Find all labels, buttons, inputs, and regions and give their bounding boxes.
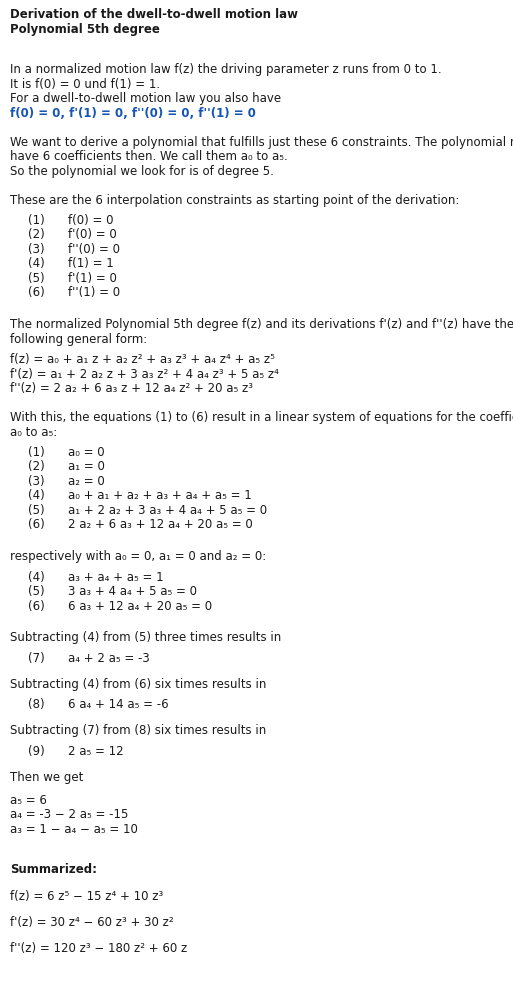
- Text: a₁ + 2 a₂ + 3 a₃ + 4 a₄ + 5 a₅ = 0: a₁ + 2 a₂ + 3 a₃ + 4 a₄ + 5 a₅ = 0: [68, 504, 267, 517]
- Text: (6): (6): [28, 519, 45, 532]
- Text: f(0) = 0, f'(1) = 0, f''(0) = 0, f''(1) = 0: f(0) = 0, f'(1) = 0, f''(0) = 0, f''(1) …: [10, 107, 256, 120]
- Text: It is f(0) = 0 und f(1) = 1.: It is f(0) = 0 und f(1) = 1.: [10, 78, 160, 91]
- Text: a₄ + 2 a₅ = -3: a₄ + 2 a₅ = -3: [68, 652, 150, 665]
- Text: 6 a₄ + 14 a₅ = -6: 6 a₄ + 14 a₅ = -6: [68, 698, 169, 711]
- Text: (9): (9): [28, 744, 45, 757]
- Text: Then we get: Then we get: [10, 770, 84, 783]
- Text: f'(0) = 0: f'(0) = 0: [68, 229, 117, 242]
- Text: Summarized:: Summarized:: [10, 863, 97, 876]
- Text: a₀ + a₁ + a₂ + a₃ + a₄ + a₅ = 1: a₀ + a₁ + a₂ + a₃ + a₄ + a₅ = 1: [68, 489, 252, 502]
- Text: (6): (6): [28, 286, 45, 299]
- Text: In a normalized motion law f(z) the driving parameter z runs from 0 to 1.: In a normalized motion law f(z) the driv…: [10, 63, 442, 77]
- Text: f(z) = 6 z⁵ − 15 z⁴ + 10 z³: f(z) = 6 z⁵ − 15 z⁴ + 10 z³: [10, 889, 163, 902]
- Text: 3 a₃ + 4 a₄ + 5 a₅ = 0: 3 a₃ + 4 a₄ + 5 a₅ = 0: [68, 585, 197, 598]
- Text: For a dwell-to-dwell motion law you also have: For a dwell-to-dwell motion law you also…: [10, 92, 281, 105]
- Text: (4): (4): [28, 258, 45, 271]
- Text: (2): (2): [28, 460, 45, 473]
- Text: With this, the equations (1) to (6) result in a linear system of equations for t: With this, the equations (1) to (6) resu…: [10, 411, 513, 424]
- Text: (5): (5): [28, 272, 45, 285]
- Text: So the polynomial we look for is of degree 5.: So the polynomial we look for is of degr…: [10, 164, 274, 177]
- Text: Polynomial 5th degree: Polynomial 5th degree: [10, 22, 160, 35]
- Text: a₅ = 6: a₅ = 6: [10, 794, 47, 807]
- Text: Derivation of the dwell-to-dwell motion law: Derivation of the dwell-to-dwell motion …: [10, 8, 298, 21]
- Text: f''(1) = 0: f''(1) = 0: [68, 286, 120, 299]
- Text: (3): (3): [28, 475, 45, 488]
- Text: (4): (4): [28, 489, 45, 502]
- Text: Subtracting (7) from (8) six times results in: Subtracting (7) from (8) six times resul…: [10, 724, 266, 737]
- Text: f'(1) = 0: f'(1) = 0: [68, 272, 117, 285]
- Text: a₃ + a₄ + a₅ = 1: a₃ + a₄ + a₅ = 1: [68, 571, 164, 584]
- Text: (6): (6): [28, 599, 45, 612]
- Text: f''(z) = 120 z³ − 180 z² + 60 z: f''(z) = 120 z³ − 180 z² + 60 z: [10, 942, 187, 955]
- Text: 2 a₅ = 12: 2 a₅ = 12: [68, 744, 124, 757]
- Text: (2): (2): [28, 229, 45, 242]
- Text: a₃ = 1 − a₄ − a₅ = 10: a₃ = 1 − a₄ − a₅ = 10: [10, 823, 138, 836]
- Text: f(0) = 0: f(0) = 0: [68, 213, 113, 227]
- Text: 2 a₂ + 6 a₃ + 12 a₄ + 20 a₅ = 0: 2 a₂ + 6 a₃ + 12 a₄ + 20 a₅ = 0: [68, 519, 253, 532]
- Text: f'(z) = a₁ + 2 a₂ z + 3 a₃ z² + 4 a₄ z³ + 5 a₅ z⁴: f'(z) = a₁ + 2 a₂ z + 3 a₃ z² + 4 a₄ z³ …: [10, 368, 279, 381]
- Text: a₁ = 0: a₁ = 0: [68, 460, 105, 473]
- Text: f(1) = 1: f(1) = 1: [68, 258, 114, 271]
- Text: a₂ = 0: a₂ = 0: [68, 475, 105, 488]
- Text: 6 a₃ + 12 a₄ + 20 a₅ = 0: 6 a₃ + 12 a₄ + 20 a₅ = 0: [68, 599, 212, 612]
- Text: following general form:: following general form:: [10, 332, 147, 345]
- Text: Subtracting (4) from (5) three times results in: Subtracting (4) from (5) three times res…: [10, 631, 281, 644]
- Text: have 6 coefficients then. We call them a₀ to a₅.: have 6 coefficients then. We call them a…: [10, 150, 288, 163]
- Text: (5): (5): [28, 585, 45, 598]
- Text: Subtracting (4) from (6) six times results in: Subtracting (4) from (6) six times resul…: [10, 678, 266, 691]
- Text: f(z) = a₀ + a₁ z + a₂ z² + a₃ z³ + a₄ z⁴ + a₅ z⁵: f(z) = a₀ + a₁ z + a₂ z² + a₃ z³ + a₄ z⁴…: [10, 353, 275, 367]
- Text: We want to derive a polynomial that fulfills just these 6 constraints. The polyn: We want to derive a polynomial that fulf…: [10, 136, 513, 149]
- Text: The normalized Polynomial 5th degree f(z) and its derivations f'(z) and f''(z) h: The normalized Polynomial 5th degree f(z…: [10, 318, 513, 331]
- Text: (5): (5): [28, 504, 45, 517]
- Text: (4): (4): [28, 571, 45, 584]
- Text: f''(0) = 0: f''(0) = 0: [68, 243, 120, 256]
- Text: a₄ = -3 − 2 a₅ = -15: a₄ = -3 − 2 a₅ = -15: [10, 809, 128, 822]
- Text: (1): (1): [28, 446, 45, 459]
- Text: a₀ = 0: a₀ = 0: [68, 446, 105, 459]
- Text: f'(z) = 30 z⁴ − 60 z³ + 30 z²: f'(z) = 30 z⁴ − 60 z³ + 30 z²: [10, 915, 173, 928]
- Text: (7): (7): [28, 652, 45, 665]
- Text: respectively with a₀ = 0, a₁ = 0 and a₂ = 0:: respectively with a₀ = 0, a₁ = 0 and a₂ …: [10, 550, 266, 563]
- Text: (8): (8): [28, 698, 45, 711]
- Text: f''(z) = 2 a₂ + 6 a₃ z + 12 a₄ z² + 20 a₅ z³: f''(z) = 2 a₂ + 6 a₃ z + 12 a₄ z² + 20 a…: [10, 382, 253, 395]
- Text: These are the 6 interpolation constraints as starting point of the derivation:: These are the 6 interpolation constraint…: [10, 193, 459, 206]
- Text: (1): (1): [28, 213, 45, 227]
- Text: a₀ to a₅:: a₀ to a₅:: [10, 426, 57, 439]
- Text: (3): (3): [28, 243, 45, 256]
